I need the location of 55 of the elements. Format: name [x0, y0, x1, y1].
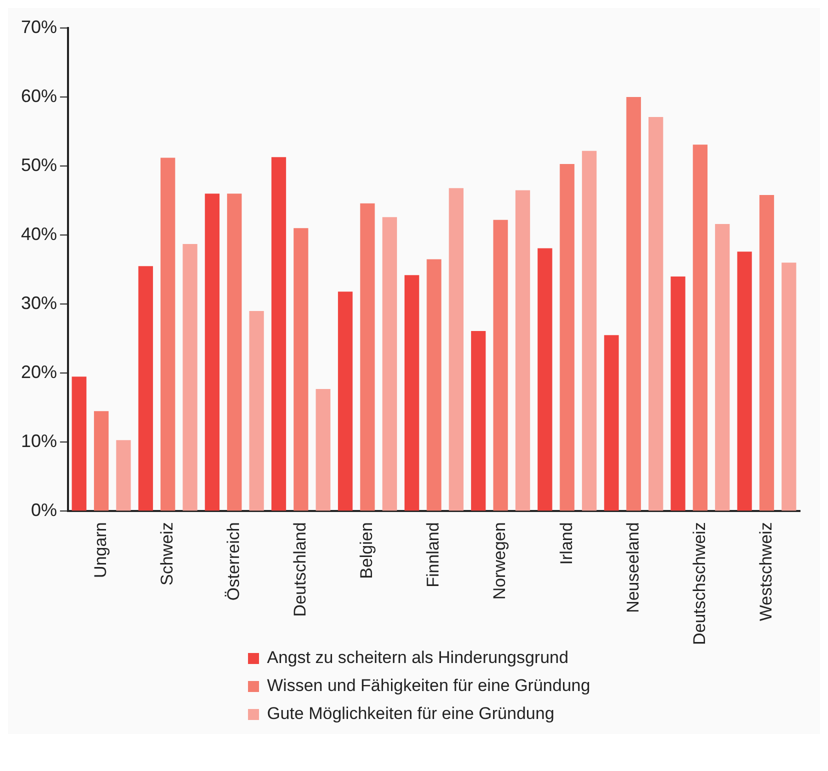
- bar: [160, 158, 176, 511]
- bar: [759, 195, 774, 511]
- bar: [560, 164, 574, 511]
- x-tick-label: Irland: [556, 522, 576, 565]
- x-tick-label: Ungarn: [90, 522, 110, 578]
- y-tick-label: 20%: [20, 362, 58, 382]
- bar: [426, 259, 442, 511]
- bar: [72, 376, 86, 511]
- bar: [737, 252, 752, 511]
- x-tick-label: Norwegen: [490, 522, 510, 600]
- bar: [138, 266, 153, 511]
- x-tick-label: Schweiz: [158, 522, 177, 586]
- bar: [294, 228, 308, 511]
- y-tick-label: 70%: [20, 16, 58, 37]
- bar: [271, 157, 286, 511]
- legend-label: Wissen und Fähigkeiten für eine Gründung: [267, 676, 590, 696]
- bar: [204, 194, 220, 511]
- bar: [249, 311, 264, 511]
- bar: [382, 217, 397, 511]
- y-tick-label: 40%: [20, 224, 58, 244]
- y-tick-label: 0%: [31, 500, 58, 520]
- bar: [582, 150, 597, 511]
- bar: [471, 331, 486, 511]
- bar: [538, 248, 552, 511]
- bar: [604, 335, 619, 511]
- bar: [626, 97, 641, 511]
- bar: [182, 244, 198, 511]
- x-tick-label: Belgien: [357, 522, 376, 579]
- x-tick-label: Deutschland: [290, 522, 310, 617]
- legend-label: Angst zu scheitern als Hinderungsgrund: [267, 648, 568, 668]
- x-tick-label: Deutschschweiz: [690, 522, 709, 645]
- y-tick-label: 30%: [20, 293, 58, 314]
- bar: [116, 440, 131, 511]
- x-tick-label: Österreich: [224, 522, 244, 601]
- bar: [782, 262, 796, 511]
- x-tick-label: Westschweiz: [756, 522, 776, 622]
- bar: [94, 411, 109, 511]
- x-tick-label: Finnland: [424, 522, 443, 588]
- bar: [493, 220, 508, 511]
- bar: [338, 292, 353, 511]
- bar: [227, 194, 242, 511]
- bar: [316, 389, 330, 511]
- bar: [648, 117, 664, 511]
- bar: [715, 224, 730, 511]
- bar: [448, 188, 464, 511]
- bar: [404, 275, 420, 511]
- y-tick-label: 50%: [20, 155, 58, 176]
- legend-label: Gute Möglichkeiten für eine Gründung: [267, 704, 554, 724]
- y-tick-label: 10%: [20, 431, 58, 452]
- x-tick-label: Neuseeland: [623, 522, 642, 613]
- bar: [360, 203, 375, 511]
- y-tick-label: 60%: [20, 86, 58, 106]
- bar: [670, 276, 686, 511]
- bar: [515, 190, 530, 511]
- bar: [692, 144, 708, 511]
